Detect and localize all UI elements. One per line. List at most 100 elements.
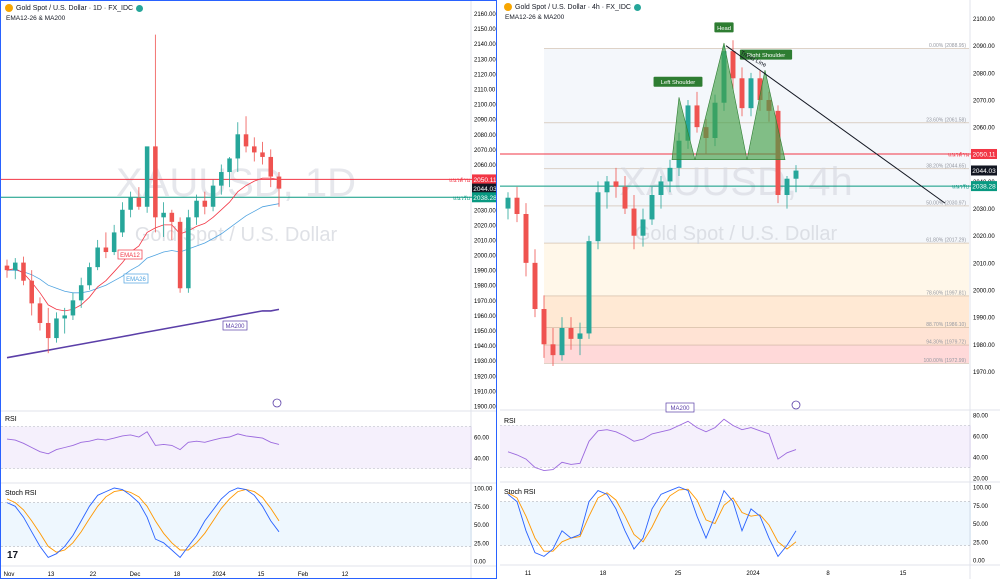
candle-body (161, 212, 166, 218)
ma200-label-box (222, 320, 248, 331)
candle-body (252, 146, 257, 153)
price-tick: 2030.00 (973, 207, 995, 213)
time-tick: 12 (342, 572, 349, 578)
candle-body (177, 221, 183, 289)
candle-body (523, 214, 529, 263)
price-tick: 2060.00 (474, 163, 496, 169)
candle-body (541, 309, 547, 345)
price-tick: 1970.00 (973, 370, 995, 376)
fib-label: 38.20% (2044.65) (926, 163, 966, 169)
candle-body (586, 241, 592, 334)
support-price-label-bg (971, 181, 997, 192)
price-tick: 1900.00 (474, 405, 496, 411)
right-chart-pane[interactable]: Gold Spot / U.S. Dollar · 4h · FX_IDC EM… (500, 0, 1000, 579)
candle-body (505, 197, 511, 209)
rsi-tick: 40.00 (474, 457, 490, 463)
candle-body (120, 209, 125, 233)
eye-icon[interactable] (633, 3, 641, 11)
candle-body (649, 195, 655, 220)
rsi-tick: 60.00 (973, 435, 989, 441)
left-shoulder-label: Left Shoulder (661, 80, 696, 86)
left-chart-pane[interactable]: Gold Spot / U.S. Dollar · 1D · FX_IDC EM… (0, 0, 497, 579)
candle-body (153, 146, 158, 218)
price-tick: 2160.00 (474, 12, 496, 18)
fib-zone (544, 168, 969, 206)
gold-symbol-icon (504, 3, 512, 11)
ema26-label-box (123, 273, 149, 284)
rsi-band (500, 425, 971, 468)
candle-body (128, 197, 133, 210)
price-tick: 2100.00 (474, 103, 496, 109)
candle-body (202, 200, 208, 207)
price-tick: 2080.00 (973, 71, 995, 77)
price-tick: 2100.00 (973, 17, 995, 23)
price-tick: 2000.00 (973, 289, 995, 295)
stoch-tick: 0.00 (973, 559, 985, 565)
rsi-tick: 20.00 (973, 477, 989, 483)
fib-zone (544, 205, 969, 244)
stoch-tick: 25.00 (973, 540, 989, 546)
support-price-label-bg (472, 192, 496, 203)
candle-body (276, 176, 282, 189)
rsi-tick: 60.00 (474, 436, 490, 442)
time-tick: 8 (826, 571, 830, 577)
candle-body (29, 280, 34, 304)
time-tick: 18 (174, 572, 181, 578)
candle-body (243, 134, 249, 147)
price-tick: 1990.00 (973, 316, 995, 322)
candle-body (613, 181, 619, 187)
candle-body (62, 315, 67, 319)
right-indicators-label: EMA12-26 & MA200 (505, 14, 565, 21)
candle-body (604, 181, 610, 193)
eye-icon[interactable] (136, 4, 144, 12)
time-tick: 25 (675, 571, 682, 577)
right-watermark-symbol: XAUUSD, 4h (619, 160, 852, 204)
price-tick: 2090.00 (474, 118, 496, 124)
fib-zone (544, 345, 969, 364)
right-chart-header: Gold Spot / U.S. Dollar · 4h · FX_IDC (504, 3, 641, 11)
left-chart-canvas[interactable]: XAUUSD, 1D Gold Spot / U.S. Dollar 2160.… (1, 1, 497, 579)
price-tick: 2020.00 (474, 223, 496, 229)
rsi-band (1, 426, 472, 469)
price-tick: 2070.00 (474, 148, 496, 154)
candle-body (514, 197, 520, 214)
price-tick: 1910.00 (474, 389, 496, 395)
candle-body (87, 267, 92, 286)
time-tick: Feb (298, 572, 309, 578)
support-price-label: 2038.28 (972, 184, 996, 191)
price-tick: 2070.00 (973, 99, 995, 105)
ema26-label: EMA26 (126, 277, 146, 283)
candle-body (532, 262, 538, 309)
resistance-price-label: 2050.11 (473, 177, 496, 184)
resistance-line-label: แนวต้าน (948, 151, 969, 158)
price-tick: 2150.00 (474, 27, 496, 33)
candle-body (12, 262, 18, 271)
candle-body (136, 197, 142, 207)
fib-zone (544, 327, 969, 346)
candle-body (748, 78, 754, 109)
candle-body (595, 192, 601, 242)
candle-body (260, 152, 265, 157)
right-chart-canvas[interactable]: 0.00% (2088.95) 23.60% (2061.58) 38.20% (2… (500, 0, 1000, 579)
stoch-tick: 75.00 (474, 505, 490, 511)
rsi-line (6, 431, 280, 455)
stoch-d-line (507, 488, 797, 552)
support-line-label: แนวรับ (952, 184, 969, 191)
current-price-label-bg (472, 183, 496, 194)
left-chart-header: Gold Spot / U.S. Dollar · 1D · FX_IDC (5, 4, 144, 12)
fib-label: 61.80% (2017.29) (926, 238, 966, 244)
resistance-price-label-bg (472, 174, 496, 185)
candle-body (685, 105, 691, 141)
ema26-line (7, 203, 280, 294)
stoch-tick: 50.00 (973, 522, 989, 528)
left-shoulder-label-bg (653, 76, 703, 87)
candle-body (169, 212, 175, 222)
candle-body (568, 328, 574, 339)
support-line-label: แนวรับ (453, 195, 470, 202)
time-tick: 15 (258, 572, 265, 578)
candle-body (730, 51, 736, 79)
price-tick: 2080.00 (474, 133, 496, 139)
stoch-band (1, 502, 472, 547)
fib-label: 0.00% (2088.95) (929, 43, 966, 49)
resistance-price-label: 2050.11 (972, 151, 995, 158)
